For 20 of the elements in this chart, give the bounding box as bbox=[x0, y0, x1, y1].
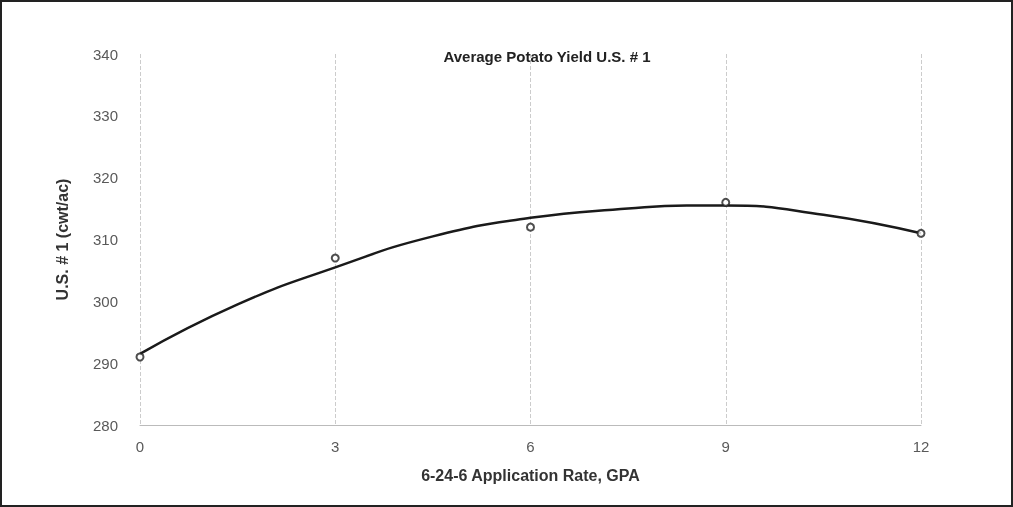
y-tick-label: 340 bbox=[92, 45, 118, 63]
y-tick-label: 280 bbox=[92, 416, 118, 434]
point bbox=[526, 222, 535, 232]
y-tick-label: 290 bbox=[92, 354, 118, 372]
x-axis-title: 6-24-6 Application Rate, GPA bbox=[421, 466, 641, 484]
point bbox=[916, 228, 926, 238]
x-tick-label: 3 bbox=[331, 438, 340, 455]
x-tick-label: 12 bbox=[912, 438, 930, 455]
x-tick-label: 0 bbox=[135, 438, 145, 455]
y-tick-label: 300 bbox=[92, 292, 118, 310]
y-tick-label: 310 bbox=[92, 231, 118, 248]
x-tick-label: 9 bbox=[721, 438, 730, 455]
point bbox=[135, 352, 145, 362]
y-tick-label: 320 bbox=[92, 169, 118, 187]
point bbox=[721, 197, 731, 207]
chart-title: Average Potato Yield U.S. # 1 bbox=[443, 48, 651, 65]
x-tick-label: 6 bbox=[526, 438, 535, 455]
y-tick-label: 330 bbox=[92, 107, 118, 125]
point bbox=[330, 253, 340, 263]
y-axis-title: U.S. # 1 (cwt/ac) bbox=[53, 178, 71, 301]
